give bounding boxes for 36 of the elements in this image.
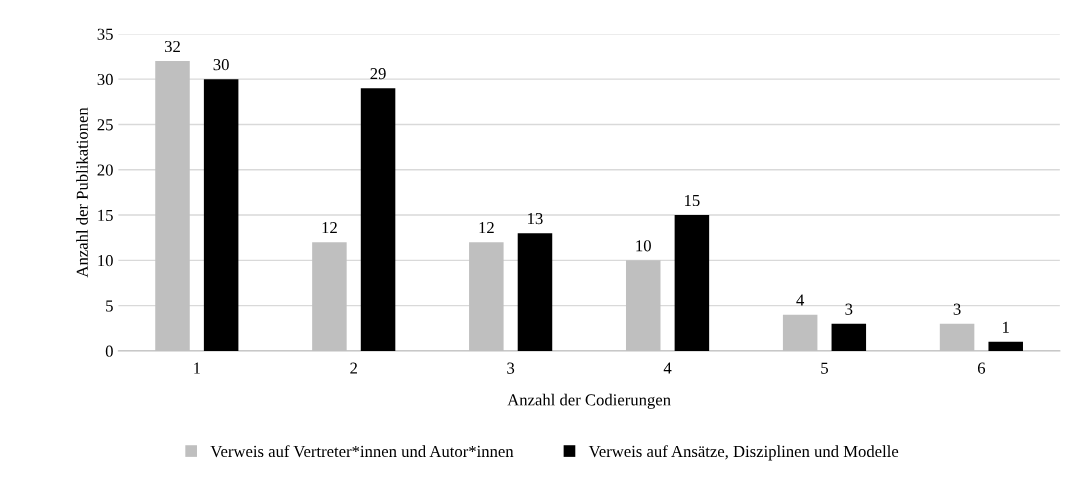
y-tick-label: 15 (98, 209, 113, 221)
bar (517, 233, 553, 351)
bar (360, 88, 396, 351)
x-tick-label: 1 (194, 362, 200, 374)
data-label: 12 (479, 222, 494, 234)
data-label: 29 (370, 68, 386, 80)
x-tick-label: 2 (350, 362, 357, 374)
bar (831, 323, 867, 351)
legend-label: Verweis auf Vertreter*innen und Autor*innen (210, 445, 514, 458)
data-label: 32 (164, 40, 180, 53)
data-label: 15 (685, 194, 700, 207)
x-tick-label: 5 (821, 362, 828, 374)
data-label: 3 (953, 303, 961, 315)
data-label: 30 (213, 58, 229, 71)
legend-label: Verweis auf Ansätze, Disziplinen und Modelle (588, 445, 899, 461)
y-tick-label: 35 (97, 28, 113, 40)
data-label: 10 (636, 240, 651, 252)
y-tick-label: 30 (97, 73, 113, 86)
data-label: 13 (528, 213, 543, 225)
data-label: 4 (796, 294, 805, 306)
y-tick-label: 20 (97, 164, 113, 176)
x-tick-label: 3 (507, 362, 515, 374)
y-axis-title: Anzahl der Publikationen (76, 107, 88, 278)
data-label: 12 (322, 222, 337, 234)
bar (988, 341, 1023, 351)
y-tick-label: 0 (105, 345, 113, 357)
y-tick-label: 10 (98, 255, 113, 267)
bar (203, 79, 239, 351)
data-label: 1 (1003, 321, 1009, 333)
y-tick-label: 25 (97, 119, 113, 131)
bar (674, 215, 710, 351)
y-tick-label: 5 (106, 300, 113, 312)
x-tick-label: 6 (977, 362, 986, 374)
x-tick-label: 4 (663, 362, 672, 374)
data-label: 3 (845, 303, 853, 315)
x-axis-title: Anzahl der Codierungen (507, 393, 671, 409)
